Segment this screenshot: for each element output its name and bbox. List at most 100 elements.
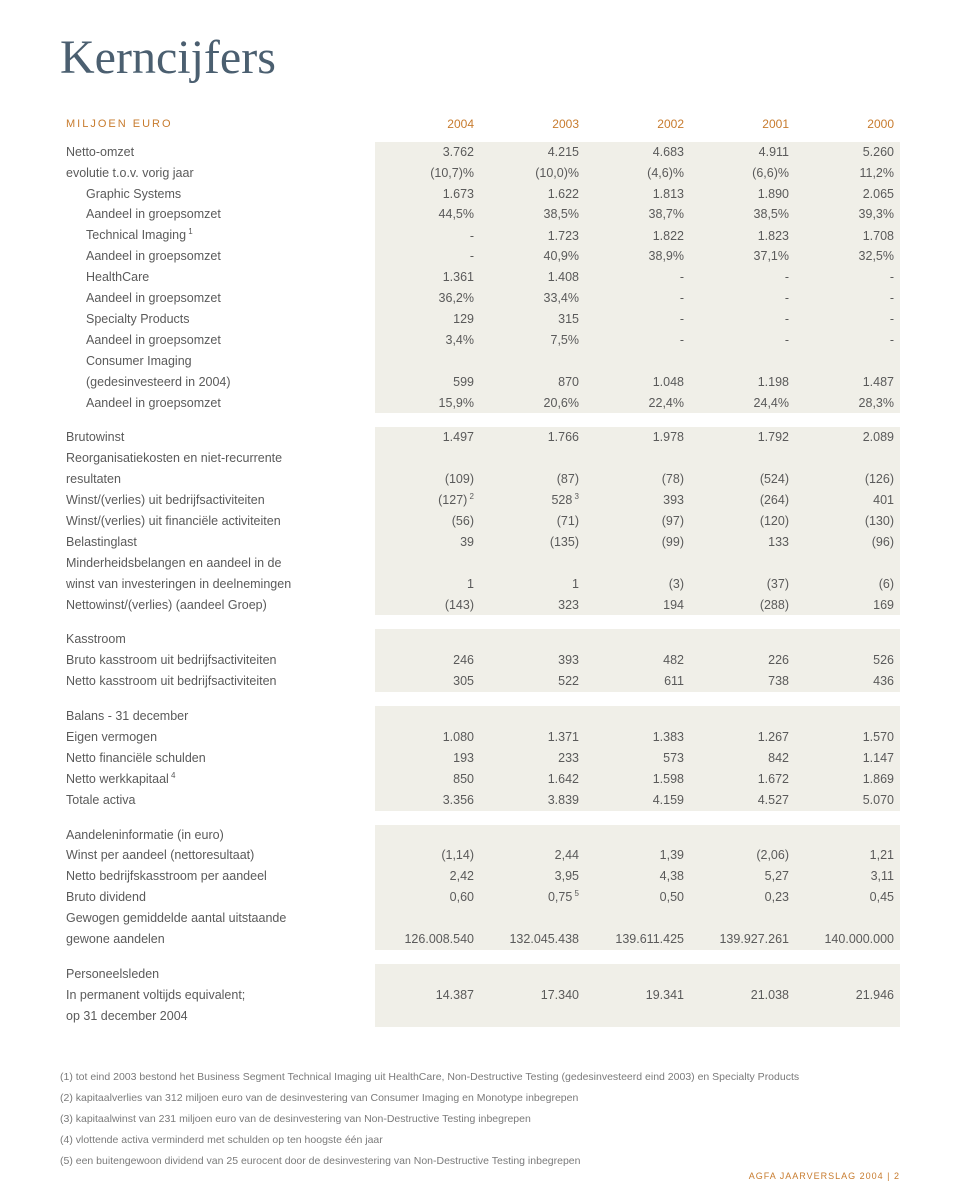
cell: 20,6%: [480, 393, 585, 414]
table-row: Reorganisatiekosten en niet-recurrente: [60, 448, 900, 469]
cell: 1.198: [690, 372, 795, 393]
cell: 1.622: [480, 184, 585, 205]
cell: (524): [690, 469, 795, 490]
cell: 2,42: [375, 866, 480, 887]
cell: [585, 964, 690, 985]
cell: (99): [585, 532, 690, 553]
table-row: Netto bedrijfskasstroom per aandeel2,423…: [60, 866, 900, 887]
table-row: Netto werkkapitaal 48501.6421.5981.6721.…: [60, 769, 900, 790]
cell: 3.356: [375, 790, 480, 811]
row-label: Reorganisatiekosten en niet-recurrente: [60, 448, 375, 469]
cell: 39: [375, 532, 480, 553]
cell: [480, 629, 585, 650]
cell: 3,11: [795, 866, 900, 887]
table-row: Aandeleninformatie (in euro): [60, 825, 900, 846]
cell: (97): [585, 511, 690, 532]
row-label: Netto-omzet: [60, 142, 375, 163]
cell: (6): [795, 574, 900, 595]
row-label: Graphic Systems: [60, 184, 375, 205]
cell: 3.839: [480, 790, 585, 811]
row-label: Specialty Products: [60, 309, 375, 330]
cell: 611: [585, 671, 690, 692]
cell: (1,14): [375, 845, 480, 866]
cell: 1.371: [480, 727, 585, 748]
cell: 1,21: [795, 845, 900, 866]
cell: -: [795, 309, 900, 330]
table-row: Brutowinst1.4971.7661.9781.7922.089: [60, 427, 900, 448]
cell: 1.766: [480, 427, 585, 448]
row-label: Netto kasstroom uit bedrijfsactiviteiten: [60, 671, 375, 692]
cell: 140.000.000: [795, 929, 900, 950]
cell: 24,4%: [690, 393, 795, 414]
cell: (130): [795, 511, 900, 532]
cell: 22,4%: [585, 393, 690, 414]
cell: 1.487: [795, 372, 900, 393]
cell: (2,06): [690, 845, 795, 866]
row-label: In permanent voltijds equivalent;: [60, 985, 375, 1006]
footnote: (3) kapitaalwinst van 231 miljoen euro v…: [60, 1109, 900, 1130]
cell: [690, 1006, 795, 1027]
cell: 39,3%: [795, 204, 900, 225]
cell: 436: [795, 671, 900, 692]
cell: [480, 553, 585, 574]
table-row: Belastinglast39(135)(99)133(96): [60, 532, 900, 553]
row-label: Bruto kasstroom uit bedrijfsactiviteiten: [60, 650, 375, 671]
table-row: Aandeel in groepsomzet15,9%20,6%22,4%24,…: [60, 393, 900, 414]
table-row: Gewogen gemiddelde aantal uitstaande: [60, 908, 900, 929]
cell: [375, 448, 480, 469]
cell: 2.089: [795, 427, 900, 448]
table-row: Specialty Products129315---: [60, 309, 900, 330]
footnote: (4) vlottende activa verminderd met schu…: [60, 1130, 900, 1151]
cell: 132.045.438: [480, 929, 585, 950]
cell: [585, 908, 690, 929]
cell: 1.792: [690, 427, 795, 448]
cell: [795, 825, 900, 846]
cell: 599: [375, 372, 480, 393]
table-row: gewone aandelen126.008.540132.045.438139…: [60, 929, 900, 950]
row-label: (gedesinvesteerd in 2004): [60, 372, 375, 393]
cell: -: [585, 330, 690, 351]
row-label: op 31 december 2004: [60, 1006, 375, 1027]
cell: 526: [795, 650, 900, 671]
cell: 4,38: [585, 866, 690, 887]
cell: (78): [585, 469, 690, 490]
cell: 226: [690, 650, 795, 671]
cell: 4.911: [690, 142, 795, 163]
row-label: Kasstroom: [60, 629, 375, 650]
cell: 1.361: [375, 267, 480, 288]
cell: 528 3: [480, 490, 585, 511]
cell: 1.890: [690, 184, 795, 205]
cell: [480, 1006, 585, 1027]
cell: 842: [690, 748, 795, 769]
table-header-label: MILJOEN EURO: [60, 113, 375, 142]
cell: [375, 553, 480, 574]
table-row: Bruto dividend0,600,75 50,500,230,45: [60, 887, 900, 908]
cell: (10,0)%: [480, 163, 585, 184]
cell: 1: [375, 574, 480, 595]
cell: 28,3%: [795, 393, 900, 414]
cell: [585, 825, 690, 846]
cell: -: [795, 267, 900, 288]
cell: 17.340: [480, 985, 585, 1006]
cell: 315: [480, 309, 585, 330]
cell: [375, 1006, 480, 1027]
cell: 129: [375, 309, 480, 330]
footnote: (5) een buitengewoon dividend van 25 eur…: [60, 1151, 900, 1172]
cell: (71): [480, 511, 585, 532]
cell: 19.341: [585, 985, 690, 1006]
cell: 1.048: [585, 372, 690, 393]
footnote: (1) tot eind 2003 bestond het Business S…: [60, 1067, 900, 1088]
cell: [585, 1006, 690, 1027]
cell: 0,75 5: [480, 887, 585, 908]
cell: [690, 825, 795, 846]
cell: (37): [690, 574, 795, 595]
cell: 194: [585, 595, 690, 616]
cell: [375, 629, 480, 650]
row-label: winst van investeringen in deelnemingen: [60, 574, 375, 595]
cell: (127) 2: [375, 490, 480, 511]
cell: 1,39: [585, 845, 690, 866]
cell: [375, 964, 480, 985]
cell: 139.927.261: [690, 929, 795, 950]
cell: [795, 908, 900, 929]
table-row: op 31 december 2004: [60, 1006, 900, 1027]
